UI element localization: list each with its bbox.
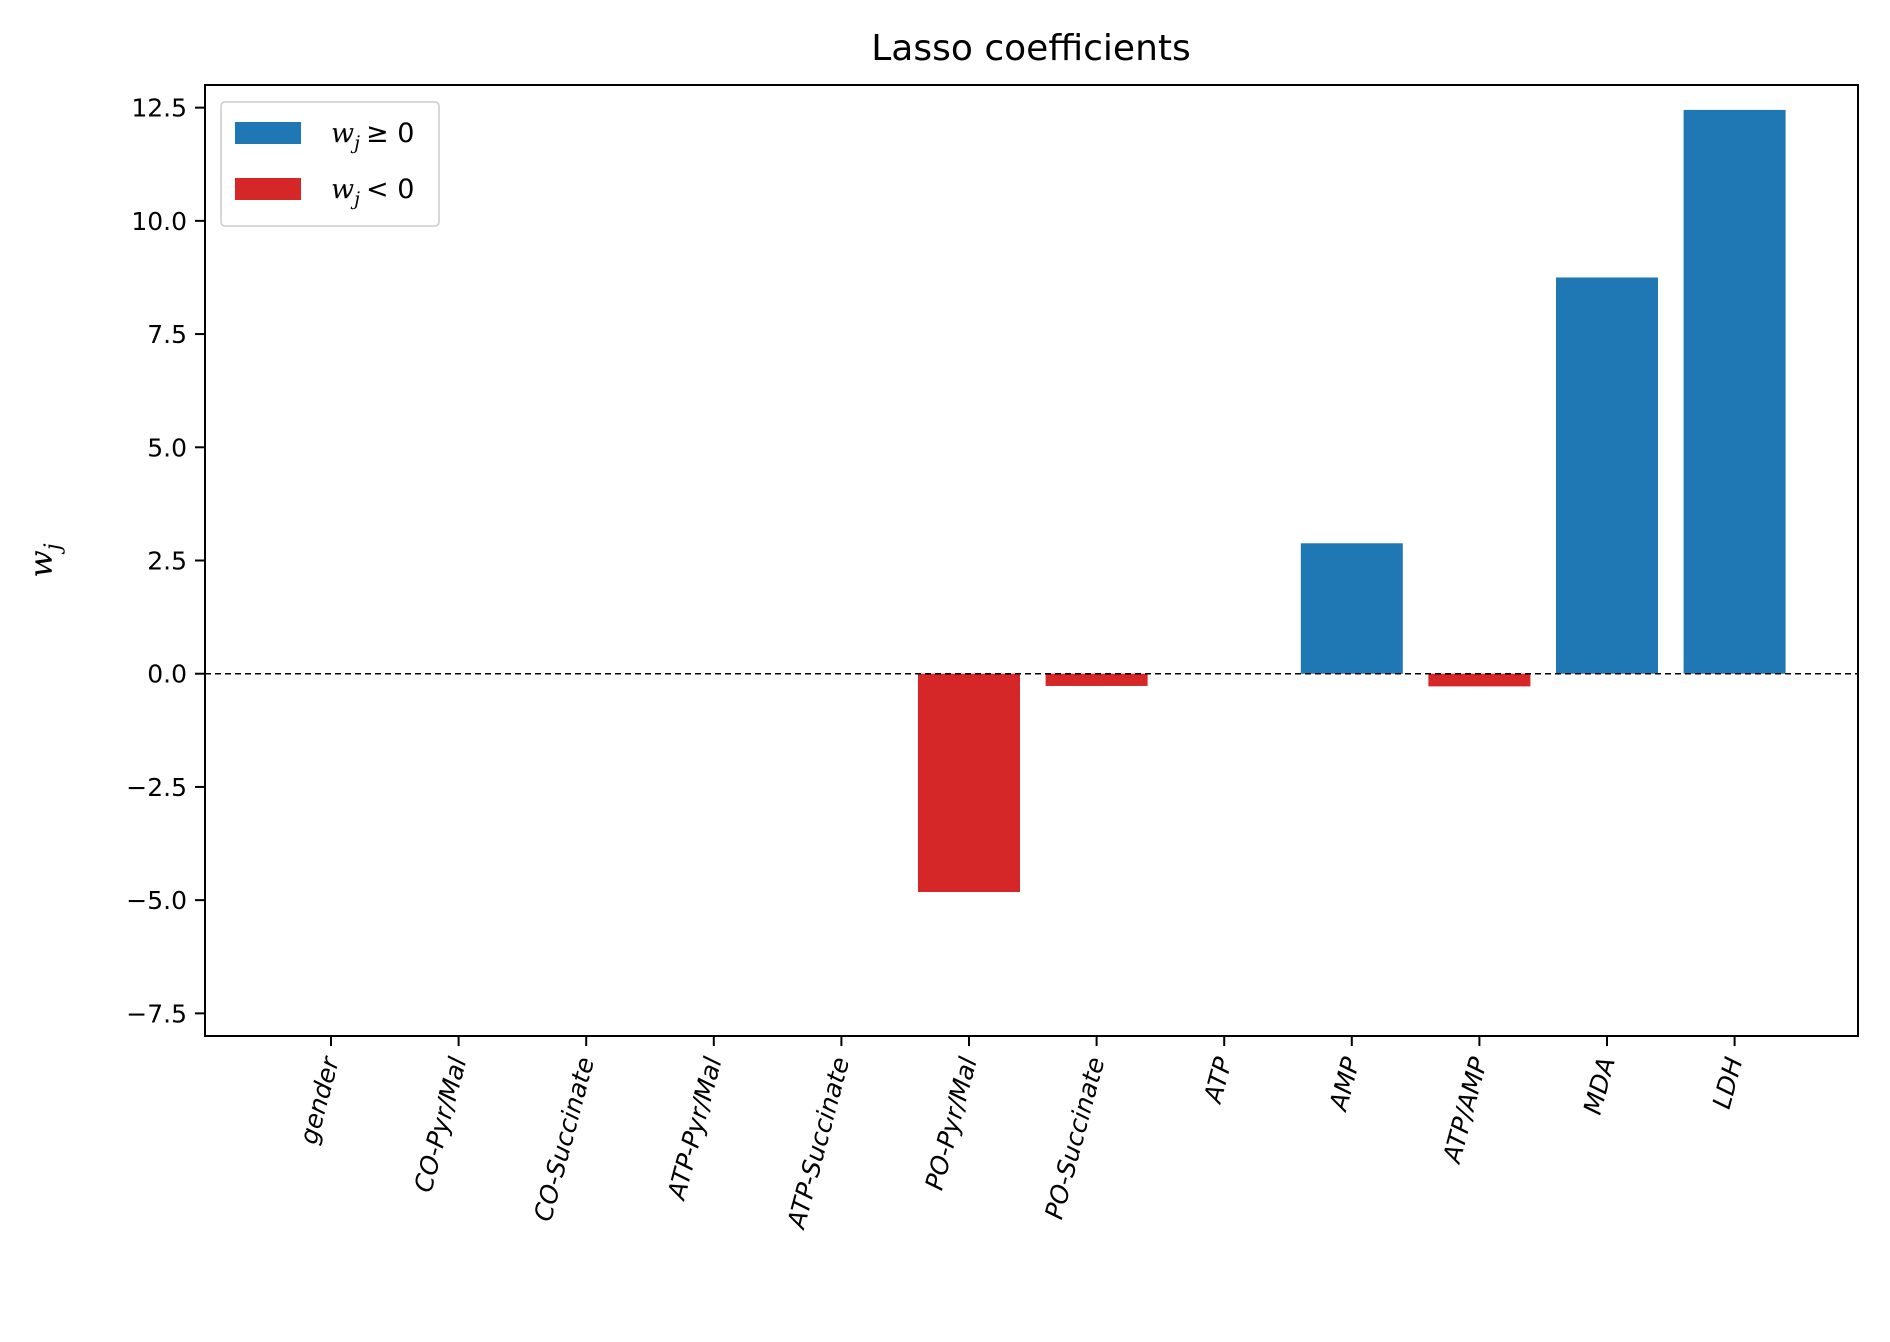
y-axis-label: wj [22, 543, 66, 577]
legend-swatch [235, 122, 301, 144]
x-tick-label: ATP-Pyr/Mal [661, 1054, 727, 1204]
y-tick-label: 10.0 [131, 207, 187, 236]
y-tick-label: 7.5 [147, 320, 187, 349]
bar-po-pyr-mal [918, 673, 1020, 892]
y-tick-label: −7.5 [126, 999, 187, 1028]
x-tick-label: ATP/AMP [1437, 1053, 1494, 1167]
x-tick-label: gender [294, 1052, 345, 1147]
y-tick-label: 12.5 [131, 94, 187, 123]
bar-po-succinate [1045, 673, 1148, 686]
bars-layer [918, 109, 1786, 892]
y-tick-label: 2.5 [147, 547, 187, 576]
legend-label: wj ≥ 0 [331, 118, 414, 154]
legend-entries: wj ≥ 0 wj < 0 [235, 118, 414, 210]
bar-mda [1556, 277, 1658, 674]
legend-swatch [235, 178, 301, 200]
x-tick-label: CO-Succinate [528, 1054, 600, 1224]
legend-label: wj < 0 [331, 174, 414, 210]
x-tick-label: CO-Pyr/Mal [409, 1054, 473, 1195]
bar-ldh [1683, 109, 1786, 674]
y-axis-ticks: 12.5 10.0 7.5 5.0 2.5 0.0 −2.5 −5.0 −7.5 [126, 94, 205, 1028]
bar-amp [1300, 543, 1403, 674]
x-tick-label: LDH [1707, 1054, 1749, 1112]
bar-atp-amp [1428, 673, 1531, 687]
x-tick-label: MDA [1578, 1054, 1621, 1117]
x-tick-label: AMP [1323, 1053, 1366, 1115]
y-tick-label: 5.0 [147, 433, 187, 462]
x-tick-label: PO-Succinate [1039, 1054, 1110, 1222]
x-tick-label: PO-Pyr/Mal [920, 1054, 983, 1193]
legend: wj ≥ 0 wj < 0 [220, 101, 440, 227]
y-tick-label: −2.5 [126, 773, 187, 802]
chart-title: Lasso coefficients [871, 28, 1191, 69]
y-tick-label: −5.0 [126, 886, 187, 915]
x-tick-label: ATP-Succinate [781, 1054, 855, 1233]
x-axis-ticks: gender CO-Pyr/Mal CO-Succinate ATP-Pyr/Mal A… [294, 1036, 1749, 1233]
y-axis-label-variable: w [22, 550, 60, 577]
y-tick-label: 0.0 [147, 660, 187, 689]
x-tick-label: ATP [1198, 1053, 1239, 1107]
